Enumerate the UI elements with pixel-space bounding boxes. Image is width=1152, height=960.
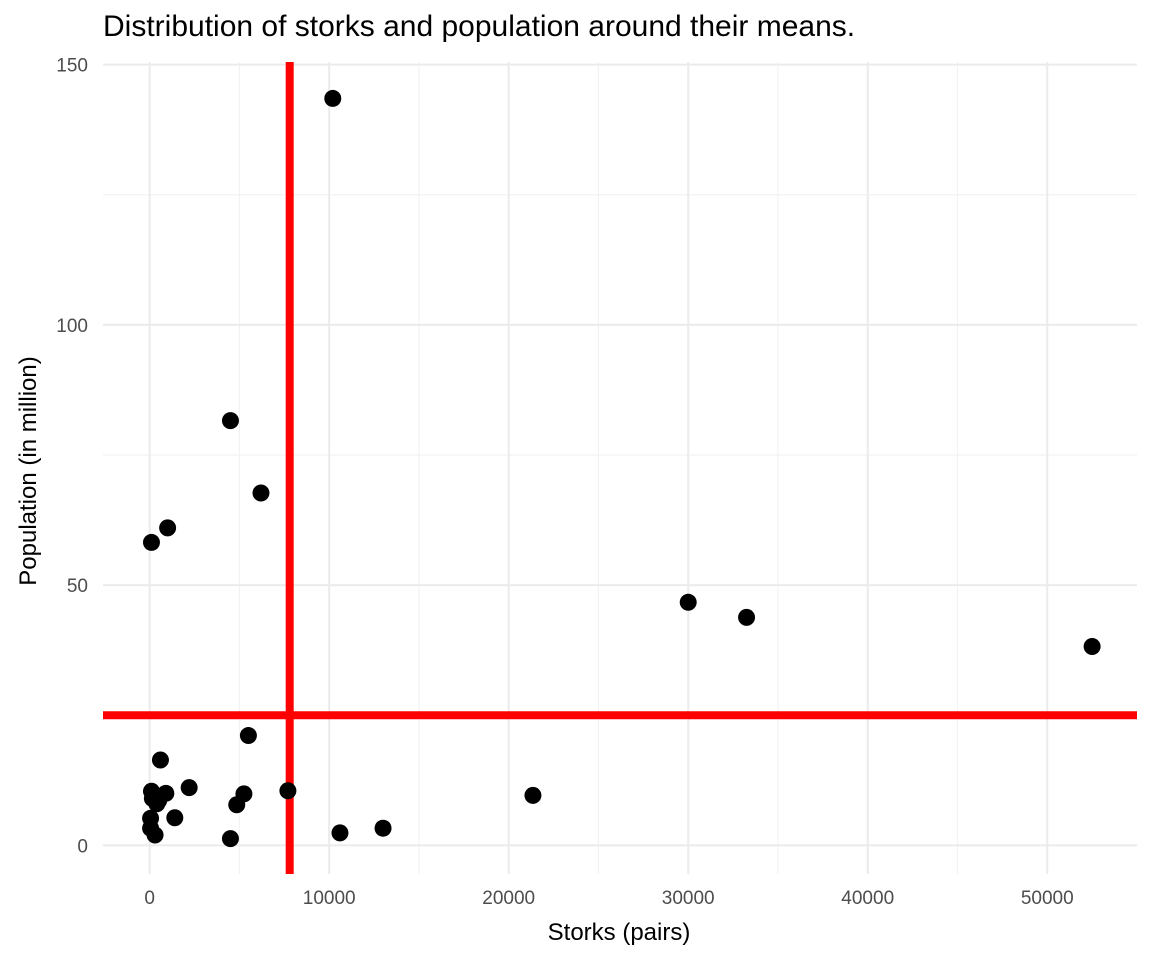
data-point [252,484,270,502]
data-point [374,819,392,837]
y-tick-label: 50 [67,576,88,597]
x-tick-label: 0 [144,888,155,909]
data-point [151,751,169,769]
data-point [279,782,297,800]
data-point [221,412,239,430]
mean-reference-lines [103,62,1137,874]
data-point [142,533,160,551]
x-tick-label: 10000 [303,888,356,909]
data-point [738,608,756,626]
data-point [324,89,342,107]
data-point [228,796,246,814]
data-point [180,779,198,797]
data-point [221,830,239,848]
chart-title: Distribution of storks and population ar… [103,10,856,43]
x-tick-label: 40000 [841,888,894,909]
y-tick-label: 0 [77,836,88,857]
data-point [331,824,349,842]
data-point [524,786,542,804]
y-axis-title: Population (in million) [15,356,42,585]
data-point [1083,638,1101,656]
data-point [146,826,164,844]
data-point [166,809,184,827]
data-points [142,89,1101,848]
x-tick-label: 50000 [1021,888,1074,909]
y-tick-label: 150 [56,56,88,77]
x-axis-title: Storks (pairs) [548,919,691,946]
y-axis-tick-labels: 0 50 100 150 [56,56,88,858]
data-point [148,795,166,813]
y-tick-label: 100 [56,316,88,337]
x-tick-label: 20000 [482,888,535,909]
major-gridlines [103,62,1137,874]
minor-gridlines [103,62,1137,874]
data-point [239,727,257,745]
data-point [159,519,177,537]
x-tick-label: 30000 [662,888,715,909]
x-axis-tick-labels: 0 10000 20000 30000 40000 50000 [144,888,1073,909]
data-point [679,593,697,611]
